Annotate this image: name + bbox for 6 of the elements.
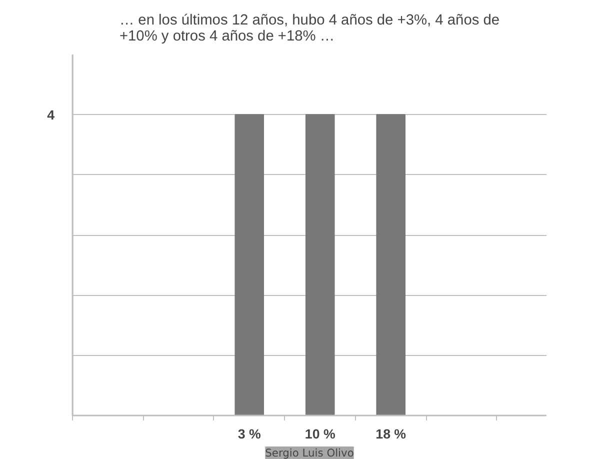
x-tick-label: 3 %	[238, 426, 261, 442]
text: 4	[47, 108, 56, 123]
x-tick-label: 10 %	[304, 426, 336, 442]
chart-title: … en los últimos 12 años, hubo 4 años de +3%, 4 años de +10% y otros 4 años de +18% …	[119, 12, 500, 44]
x-tick-label: 18 %	[376, 426, 406, 442]
text: Sergio Luis Olivo	[265, 446, 354, 459]
